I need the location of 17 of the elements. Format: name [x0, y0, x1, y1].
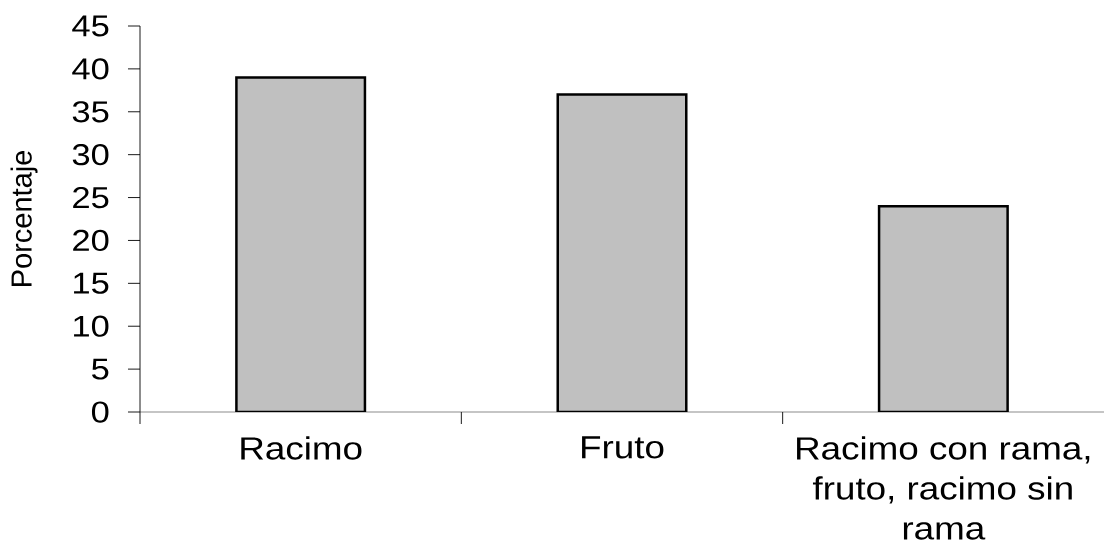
y-tick-label: 30 — [72, 144, 109, 166]
y-tick-label: 15 — [74, 272, 109, 294]
x-tick-label: Fruto — [582, 436, 664, 459]
bar — [877, 204, 1009, 412]
y-axis-title: Porcentaje — [10, 150, 38, 286]
y-tick-label: 20 — [73, 229, 109, 252]
y-tick-label: 5 — [91, 358, 109, 380]
y-tick-label: 10 — [74, 315, 109, 337]
y-tick-label: 25 — [73, 186, 109, 209]
x-tick-label: Racimo con rama, fruto, racimo sin rama — [797, 436, 1090, 540]
y-tick-label: 45 — [72, 15, 109, 37]
y-tick-label: 0 — [91, 401, 109, 423]
y-tick-label: 35 — [72, 101, 109, 123]
bar — [556, 93, 688, 412]
y-tick-label: 40 — [72, 58, 109, 80]
x-tick-label: Racimo — [241, 436, 362, 460]
bar — [235, 76, 367, 412]
